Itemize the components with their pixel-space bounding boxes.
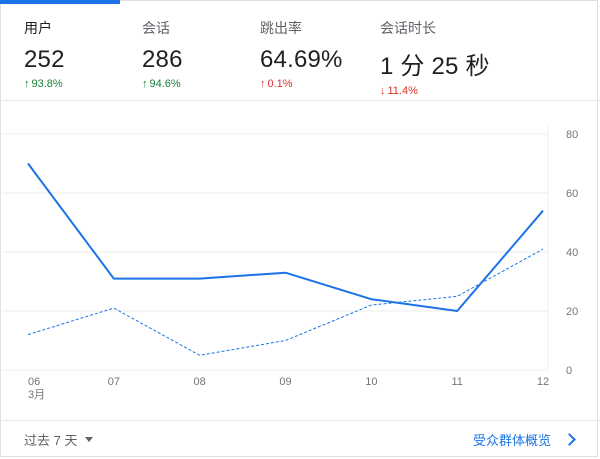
metric-value: 286 [142, 46, 183, 73]
series-line-current [27, 162, 544, 312]
tabs-divider [0, 100, 600, 101]
x-tick-label: 08 [194, 376, 206, 388]
card-footer: 过去 7 天 受众群体概览 [0, 420, 600, 459]
metric-change-value: 93.8% [31, 78, 63, 90]
chart-svg: 0 20 40 60 80 06 07 08 09 10 11 12 3月 [0, 126, 578, 401]
y-tick-label: 80 [566, 129, 578, 141]
audience-overview-label: 受众群体概览 [472, 433, 551, 448]
arrow-up-icon: ↑ [260, 77, 266, 90]
metric-value: 64.69% [260, 46, 343, 73]
active-tab-indicator [0, 0, 120, 4]
x-tick-label: 12 [537, 376, 549, 388]
metric-label: 跳出率 [260, 20, 302, 36]
chevron-right-icon [563, 433, 576, 446]
metric-change: ↓ 11.4% [380, 85, 490, 97]
x-tick-label: 11 [451, 376, 462, 388]
metric-value: 252 [24, 46, 65, 73]
metric-change-value: 11.4% [387, 85, 418, 97]
y-tick-label: 0 [566, 365, 572, 377]
x-tick-sublabel: 3月 [28, 389, 45, 401]
metric-change-value: 94.6% [149, 78, 181, 90]
audience-overview-link[interactable]: 受众群体概览 [473, 430, 576, 449]
metric-change: ↑ 93.8% [24, 78, 65, 90]
line-chart: 0 20 40 60 80 06 07 08 09 10 11 12 3月 [0, 100, 600, 420]
caret-down-icon [85, 437, 94, 442]
metric-change-value: 0.1% [267, 78, 293, 90]
metric-tabs: 用户 252 ↑ 93.8% 会话 286 ↑ 94.6% 跳出率 64.69%… [0, 0, 600, 100]
x-tick-label: 10 [365, 376, 377, 388]
metric-value: 1 分 25 秒 [380, 53, 490, 80]
metric-change: ↑ 94.6% [142, 78, 183, 90]
metric-label: 会话 [142, 20, 170, 36]
metric-tab-sessions[interactable]: 会话 286 ↑ 94.6% [142, 18, 183, 90]
x-tick-label: 07 [108, 376, 120, 388]
y-tick-label: 20 [566, 306, 578, 318]
x-tick-label: 09 [279, 376, 291, 388]
y-tick-label: 60 [566, 188, 578, 200]
metric-label: 用户 [24, 20, 52, 36]
y-tick-label: 40 [566, 247, 578, 259]
arrow-down-icon: ↓ [380, 84, 386, 97]
metric-tab-session-duration[interactable]: 会话时长 1 分 25 秒 ↓ 11.4% [380, 18, 490, 97]
x-tick-label: 06 [28, 376, 40, 388]
date-range-dropdown[interactable]: 过去 7 天 [24, 430, 94, 449]
date-range-label: 过去 7 天 [24, 433, 78, 448]
metric-tab-users[interactable]: 用户 252 ↑ 93.8% [24, 18, 65, 90]
metric-tab-bounce-rate[interactable]: 跳出率 64.69% ↑ 0.1% [260, 18, 343, 90]
metric-label: 会话时长 [380, 20, 436, 36]
footer-divider [0, 420, 600, 421]
metric-change: ↑ 0.1% [260, 78, 343, 90]
arrow-up-icon: ↑ [24, 77, 30, 90]
arrow-up-icon: ↑ [142, 77, 148, 90]
